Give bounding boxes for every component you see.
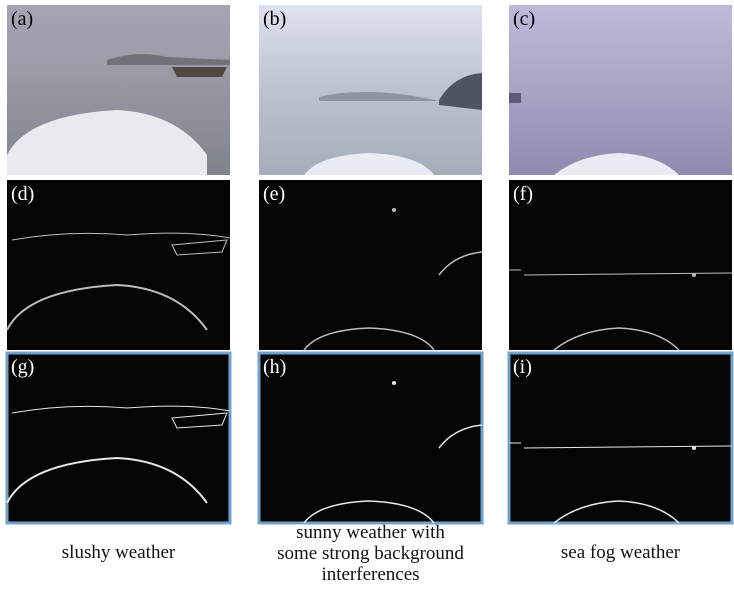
edge-map bbox=[509, 180, 732, 350]
edge-map bbox=[7, 353, 230, 523]
edge bbox=[392, 381, 396, 385]
photo bbox=[509, 5, 732, 175]
image-panel: (d) bbox=[7, 180, 230, 350]
image-panel: (f) bbox=[509, 180, 732, 350]
image-panel: (b) bbox=[259, 5, 482, 175]
image-panel: (g) bbox=[7, 353, 230, 523]
edge bbox=[392, 208, 396, 212]
image-panel: (a) bbox=[7, 5, 230, 175]
panel-label: (i) bbox=[513, 356, 532, 378]
image-panel: (h) bbox=[259, 353, 482, 523]
edge bbox=[692, 273, 696, 277]
ship bbox=[172, 67, 227, 77]
panel-label: (a) bbox=[11, 8, 33, 30]
hills bbox=[509, 93, 521, 103]
panel-label: (h) bbox=[263, 356, 286, 378]
panel-label: (b) bbox=[263, 8, 286, 30]
image-panel: (i) bbox=[509, 353, 732, 523]
image-panel: (c) bbox=[509, 5, 732, 175]
panel-label: (c) bbox=[513, 8, 535, 30]
image-panel: (e) bbox=[259, 180, 482, 350]
panel-label: (f) bbox=[513, 183, 533, 205]
caption: sea fog weather bbox=[561, 542, 681, 563]
edge bbox=[692, 446, 696, 450]
caption: slushy weather bbox=[62, 542, 176, 563]
caption: some strong background bbox=[277, 543, 464, 564]
edge-map bbox=[509, 353, 732, 523]
panel-label: (e) bbox=[263, 183, 285, 205]
panel-label: (d) bbox=[11, 183, 34, 205]
figure: (a) (b) (c) (d) (e) (f) (g) (h) (i) slushy weathe… bbox=[0, 0, 734, 604]
caption: sunny weather with bbox=[296, 522, 445, 543]
page: (a) (b) (c) (d) (e) (f) (g) (h) (i) slushy weathe… bbox=[0, 0, 734, 604]
panel-label: (g) bbox=[11, 356, 34, 378]
caption: interferences bbox=[321, 564, 419, 585]
edge-map bbox=[7, 180, 230, 350]
